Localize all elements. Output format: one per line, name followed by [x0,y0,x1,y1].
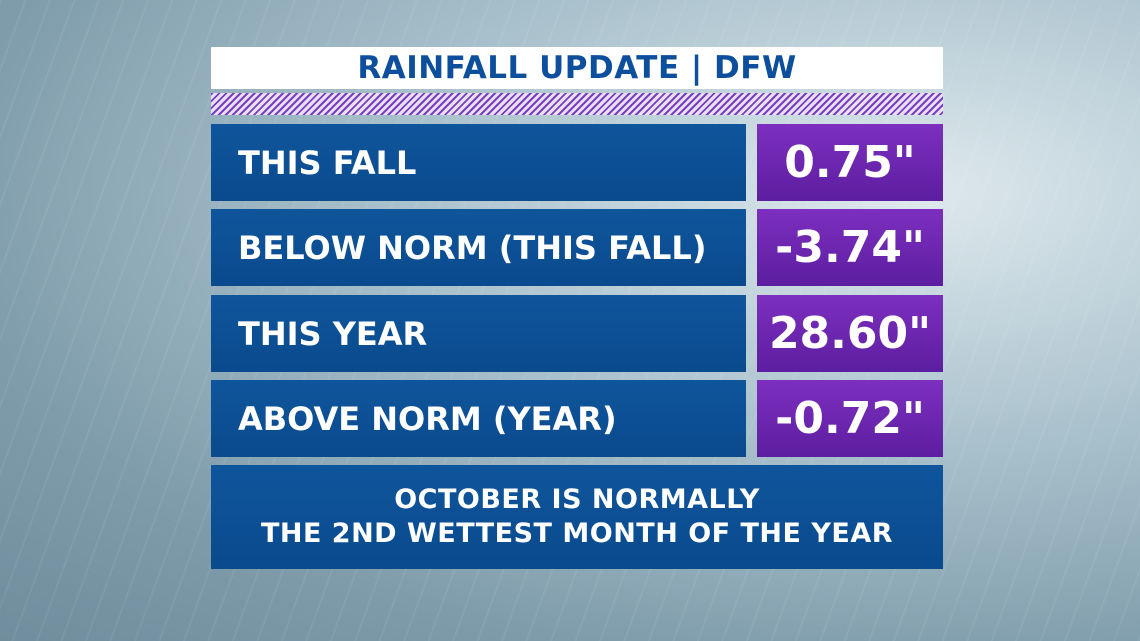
row-label: THIS YEAR [211,295,746,372]
row-value: -3.74" [757,209,943,286]
footer-line: OCTOBER IS NORMALLY [394,484,760,515]
stripe-band [211,93,943,115]
title: RAINFALL UPDATE | DFW [211,47,943,89]
row-value: 0.75" [757,124,943,201]
footer: OCTOBER IS NORMALLY THE 2ND WETTEST MONTH… [211,465,943,569]
row-value: -0.72" [757,380,943,457]
row-label: BELOW NORM (THIS FALL) [211,209,746,286]
row-value: 28.60" [757,295,943,372]
row-label: ABOVE NORM (YEAR) [211,380,746,457]
row-label: THIS FALL [211,124,746,201]
footer-line: THE 2ND WETTEST MONTH OF THE YEAR [260,518,894,549]
